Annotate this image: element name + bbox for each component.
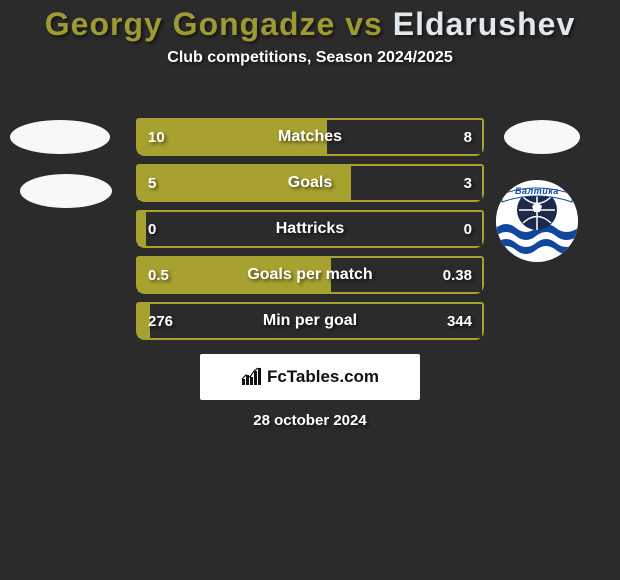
stat-row: Min per goal276344 <box>136 302 484 340</box>
stat-row-left-segment <box>138 120 329 154</box>
stat-row-left-segment <box>138 166 353 200</box>
page-title: Georgy Gongadze vs Eldarushev <box>0 0 620 43</box>
comparison-card: Georgy Gongadze vs Eldarushev Club compe… <box>0 0 620 580</box>
title-player-b: Eldarushev <box>393 6 576 42</box>
player-b-club-badge: Балтика <box>496 180 578 262</box>
stat-row: Matches108 <box>136 118 484 156</box>
club-badge-text: Балтика <box>496 186 578 196</box>
player-a-avatar-shape-2 <box>20 174 112 208</box>
title-vs: vs <box>335 6 392 42</box>
subtitle: Club competitions, Season 2024/2025 <box>0 49 620 67</box>
stat-row-right-segment <box>333 258 482 292</box>
club-badge-graphic: Балтика <box>496 180 578 262</box>
stat-row-right-segment <box>148 212 482 246</box>
snapshot-date: 28 october 2024 <box>0 412 620 429</box>
stat-row-left-segment <box>138 258 333 292</box>
brand-plate[interactable]: FcTables.com <box>200 354 420 400</box>
stat-row: Goals per match0.50.38 <box>136 256 484 294</box>
title-player-a: Georgy Gongadze <box>45 6 336 42</box>
player-b-avatar-shape <box>504 120 580 154</box>
stat-row-right-segment <box>329 120 482 154</box>
player-a-avatar-shape-1 <box>10 120 110 154</box>
stat-row-right-segment <box>152 304 482 338</box>
stat-row-right-segment <box>353 166 482 200</box>
brand-bars-icon <box>241 367 263 387</box>
stat-row: Goals53 <box>136 164 484 202</box>
brand-text: FcTables.com <box>267 367 379 387</box>
stat-row: Hattricks00 <box>136 210 484 248</box>
stat-row-left-segment <box>138 212 148 246</box>
stat-row-left-segment <box>138 304 152 338</box>
comparison-bar-chart: Matches108 Goals53 Hattricks00 Goals per ma… <box>136 118 484 348</box>
